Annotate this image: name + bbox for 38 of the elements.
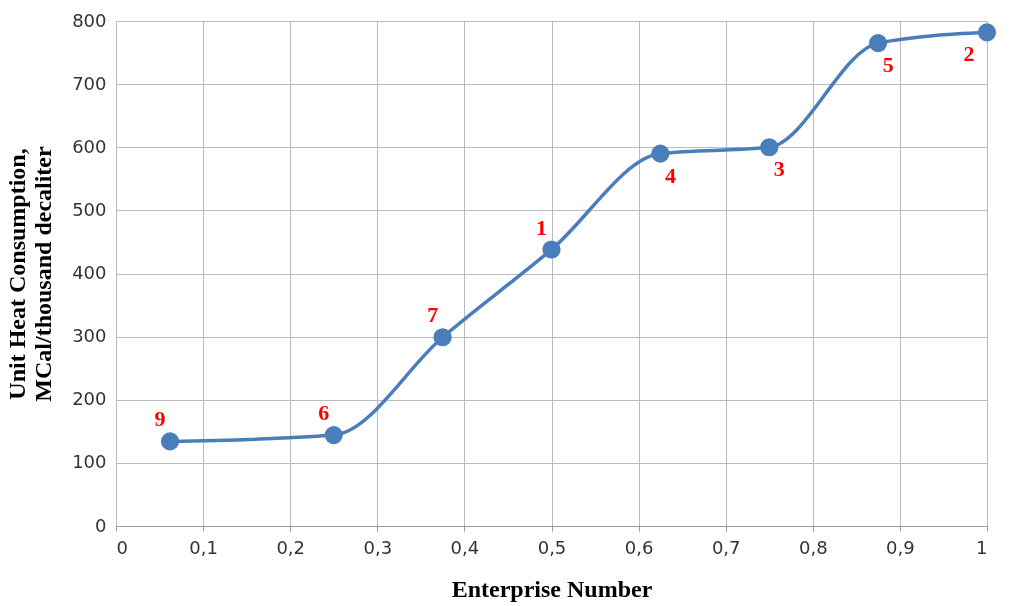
annotation: 6 (318, 400, 330, 426)
x-tick-label: 1 (976, 536, 988, 558)
x-axis-title: Enterprise Number (451, 575, 653, 602)
x-tick-label: 0,4 (450, 536, 480, 558)
y-tick-label: 600 (72, 135, 107, 157)
point (977, 23, 997, 42)
x-tick-label: 0,6 (624, 536, 654, 558)
x-tick-label: 0,3 (363, 536, 393, 558)
annotation: 4 (664, 162, 676, 188)
x-tick-label: 0 (116, 536, 128, 558)
y-axis-title: Unit Heat Consumption, MCal/thousand decaliter (4, 145, 57, 402)
x-tick-label: 0,1 (189, 536, 218, 558)
x-tick-label: 0,9 (886, 536, 915, 558)
x-tick-label: 0,7 (711, 536, 741, 558)
y-tick-label: 0 (95, 514, 107, 536)
annotation: 3 (773, 156, 785, 182)
annotation: 7 (427, 302, 439, 328)
annotation: 2 (963, 41, 975, 67)
point (542, 240, 561, 259)
point (324, 426, 343, 445)
y-tick-label: 700 (72, 72, 107, 94)
y-tick-label: 400 (72, 262, 107, 283)
x-tick-label: 0,2 (276, 536, 306, 558)
point (160, 432, 180, 451)
y-tick-label: 100 (72, 451, 107, 473)
y-tick-label: 300 (72, 325, 107, 347)
annotation: 1 (536, 214, 547, 240)
annotation: 5 (882, 52, 894, 78)
point (869, 34, 888, 53)
annotation: 9 (154, 406, 166, 432)
point (433, 328, 452, 347)
x-tick-label: 0,8 (798, 536, 828, 558)
y-tick-label: 200 (72, 388, 107, 410)
y-tick-label: 800 (72, 9, 107, 31)
point (651, 144, 670, 163)
y-tick-label: 500 (72, 198, 107, 220)
x-tick-label: 0,5 (537, 536, 567, 558)
point (760, 138, 779, 157)
